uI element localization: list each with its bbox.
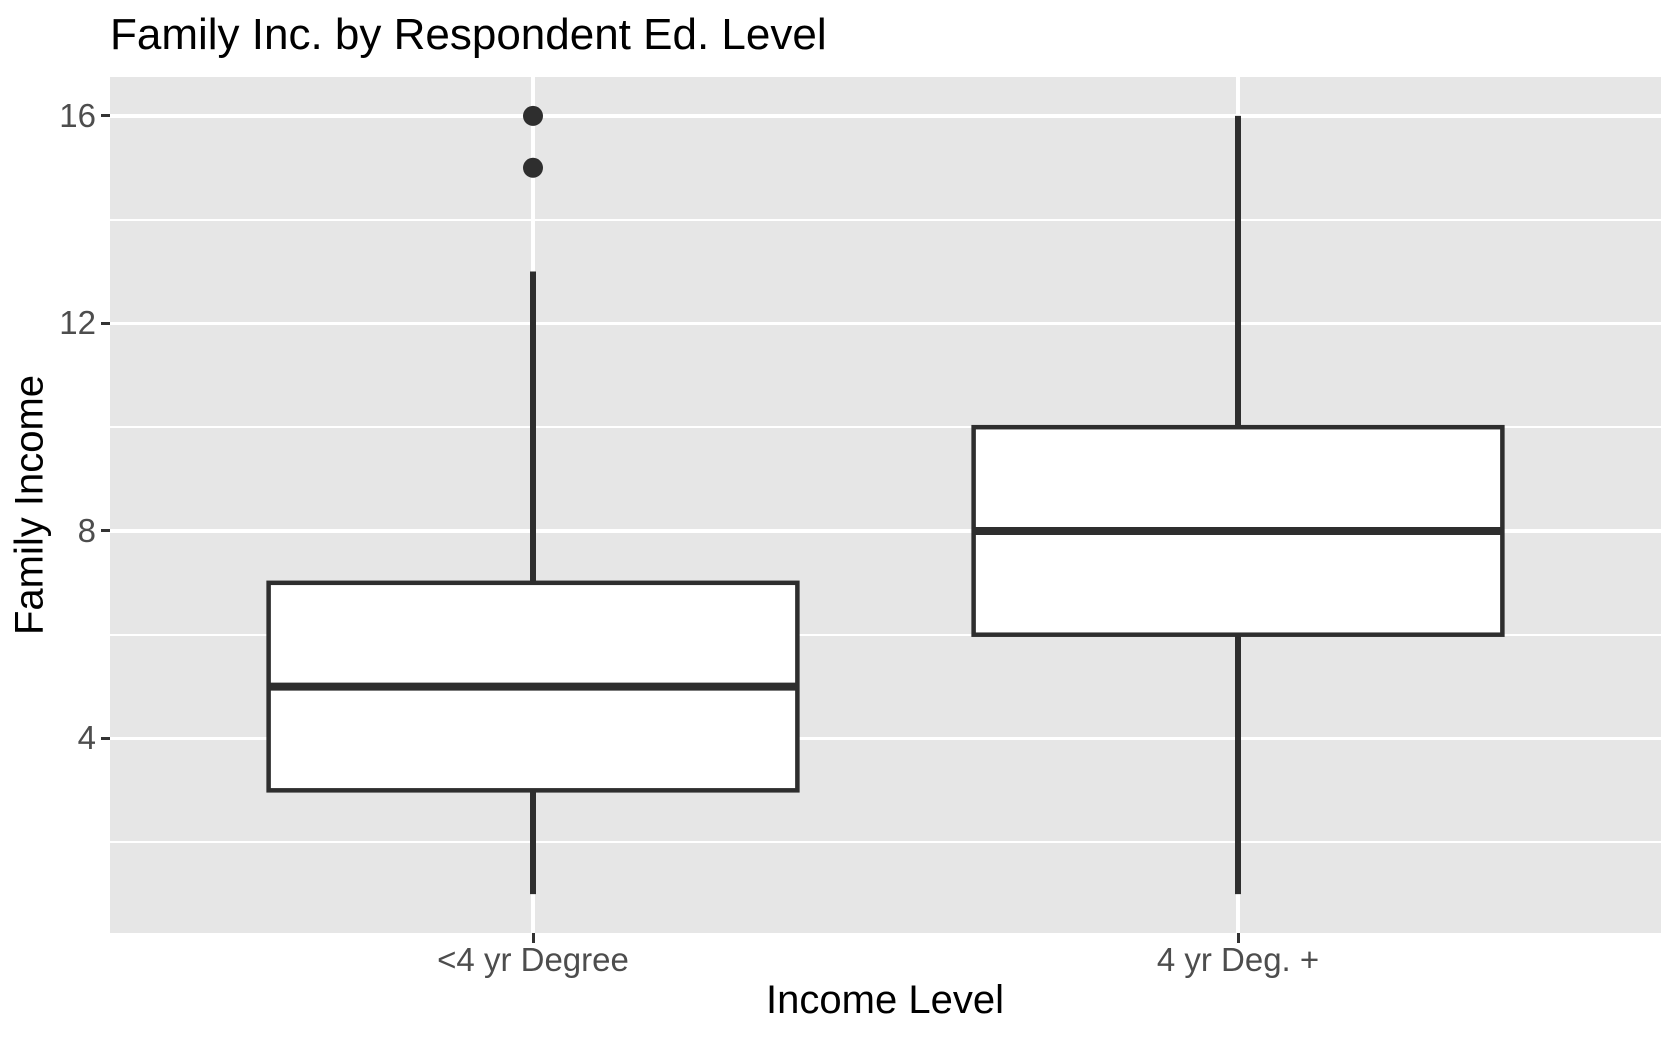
y-tick-label: 8 — [77, 511, 96, 549]
gridline-minor-y — [110, 633, 1661, 636]
y-tick-label: 12 — [59, 304, 96, 342]
x-tick-label: 4 yr Deg. + — [1156, 941, 1320, 978]
x-tick-label: <4 yr Degree — [437, 941, 629, 978]
gridline-minor-y — [110, 426, 1661, 429]
plot-panel — [110, 77, 1661, 933]
gridline-minor-y — [110, 841, 1661, 844]
gridline-major-y — [110, 321, 1661, 326]
x-axis-title: Income Level — [766, 978, 1004, 1022]
y-tick-mark — [101, 321, 110, 325]
y-tick-mark — [101, 736, 110, 740]
y-tick-mark — [101, 529, 110, 533]
outlier-point — [523, 157, 543, 178]
y-tick-label: 16 — [59, 96, 96, 134]
y-axis-title: Family Income — [7, 374, 52, 636]
gridline-major-y — [110, 114, 1661, 118]
y-tick-mark — [101, 114, 110, 118]
x-tick-mark — [1236, 933, 1240, 943]
plot-title: Family Inc. by Respondent Ed. Level — [110, 10, 827, 59]
gridline-minor-y — [110, 218, 1661, 221]
gridline-major-y — [110, 529, 1661, 533]
y-tick-label: 4 — [77, 719, 96, 757]
outlier-point — [523, 105, 543, 126]
boxplot-svg — [266, 105, 1505, 895]
x-tick-mark — [531, 933, 535, 943]
gridline-major-y — [110, 736, 1661, 741]
